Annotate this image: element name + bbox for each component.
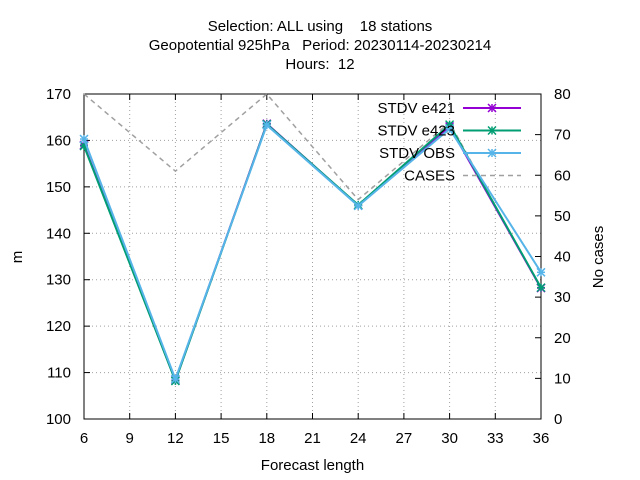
legend-marker <box>487 148 497 158</box>
y2-tick-label: 70 <box>554 127 571 144</box>
legend-marker <box>487 125 497 136</box>
y2-tick-label: 20 <box>554 330 571 347</box>
chart-title-line-2: Geopotential 925hPa Period: 20230114-202… <box>148 37 492 54</box>
legend-marker <box>487 103 497 113</box>
y2-tick-label: 60 <box>554 167 571 184</box>
x-axis-label: Forecast length <box>261 457 364 474</box>
series-line-cases <box>83 92 542 290</box>
y-tick-label: 120 <box>46 318 71 335</box>
chart-title-line-3: Hours: 12 <box>285 56 355 73</box>
chart-title-line-1: Selection: ALL using 18 stations <box>207 18 433 35</box>
x-tick-label: 36 <box>533 430 550 447</box>
y-tick-label: 110 <box>47 365 71 382</box>
legend-label: CASES <box>404 168 455 185</box>
x-tick-label: 12 <box>167 430 184 447</box>
y2-tick-label: 30 <box>554 289 571 306</box>
y-tick-label: 140 <box>46 225 71 242</box>
x-tick-label: 6 <box>80 430 88 447</box>
y2-tick-label: 40 <box>554 249 571 266</box>
data-point-stdv-obs <box>79 134 89 144</box>
y2-tick-label: 50 <box>554 208 571 225</box>
y-tick-label: 150 <box>46 179 71 196</box>
data-point-stdv-obs <box>536 267 546 277</box>
y-axis-label: m <box>9 251 26 264</box>
data-point-stdv-e423 <box>445 120 455 130</box>
legend-label: STDV e421 <box>377 100 455 117</box>
y-tick-label: 170 <box>46 86 71 103</box>
x-tick-label: 15 <box>213 430 230 447</box>
y2-axis-label: No cases <box>590 226 607 289</box>
x-tick-label: 18 <box>258 430 275 447</box>
data-point-stdv-obs <box>353 201 363 211</box>
data-point-stdv-obs <box>445 124 455 134</box>
data-point-stdv-e423 <box>536 283 546 293</box>
x-tick-label: 33 <box>487 430 504 447</box>
series-line-stdv-obs <box>83 123 542 382</box>
x-tick-label: 9 <box>126 430 134 447</box>
y2-tick-label: 0 <box>554 411 562 428</box>
data-point-stdv-obs <box>262 120 272 130</box>
y-tick-label: 100 <box>46 411 71 428</box>
y-tick-label: 130 <box>46 272 71 289</box>
data-point-stdv-obs <box>170 374 180 384</box>
x-tick-label: 30 <box>441 430 458 447</box>
y2-tick-label: 10 <box>554 370 571 387</box>
legend-label: STDV OBS <box>379 145 455 162</box>
y2-tick-label: 80 <box>554 86 571 103</box>
x-tick-label: 24 <box>350 430 367 447</box>
y-tick-label: 160 <box>46 132 71 149</box>
legend-label: STDV e423 <box>377 123 455 140</box>
x-tick-label: 27 <box>396 430 413 447</box>
x-tick-label: 21 <box>304 430 321 447</box>
